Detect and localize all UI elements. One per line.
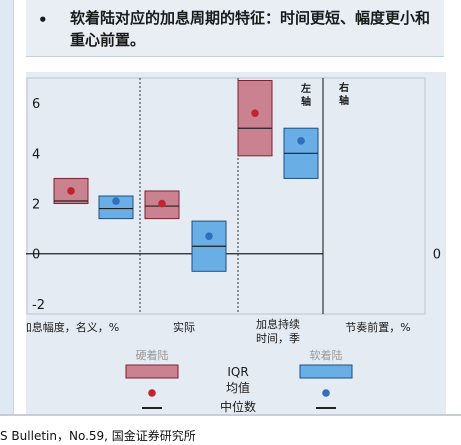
legend-median-label: 中位数 (220, 399, 256, 414)
chart-panel: -20246015304560左轴右轴加息幅度，名义，%实际加息持续时间，季节奏… (26, 72, 446, 415)
soft-mean-point (297, 136, 305, 145)
plot-frame (26, 77, 426, 315)
category-label: 节奏前置，% (345, 320, 410, 334)
source-note: S Bulletin，No.59, 国金证券研究所 (0, 429, 196, 443)
right-axis-note: 轴 (339, 94, 349, 107)
left-margin-strip (0, 0, 14, 415)
soft-mean-point (112, 197, 120, 205)
soft-iqr-box (98, 195, 134, 220)
legend-iqr-label: IQR (227, 365, 248, 379)
right-axis-note: 右 (338, 81, 349, 94)
left-tick-label: 4 (32, 147, 40, 162)
legend-soft-mean-dot (322, 389, 330, 397)
left-tick-label: 0 (32, 248, 40, 263)
left-tick-label: 2 (32, 198, 40, 213)
headline-banner: • 软着陆对应的加息周期的特征：时间更短、幅度更小和重心前置。 (26, 0, 444, 57)
footer-divider (0, 414, 461, 416)
category-label: 加息持续时间，季 (256, 317, 300, 345)
legend-soft-label: 软着陆 (310, 348, 343, 362)
legend-soft-swatch (299, 364, 353, 379)
hard-mean-point (67, 187, 75, 195)
legend-hard-swatch (125, 364, 179, 379)
hard-mean-point (251, 109, 259, 117)
hard-iqr-box (237, 80, 273, 157)
boxplot-chart: -20246015304560左轴右轴加息幅度，名义，%实际加息持续时间，季节奏… (26, 77, 441, 414)
right-tick-label: 0 (433, 248, 441, 263)
hard-mean-point (158, 199, 166, 208)
left-axis-note: 轴 (301, 95, 311, 108)
category-label: 加息幅度，名义，% (26, 320, 119, 334)
left-tick-label: -2 (32, 298, 45, 313)
legend-hard-label: 硬着陆 (136, 348, 169, 362)
category-label: 实际 (173, 320, 195, 334)
legend-hard-mean-dot (148, 389, 156, 397)
left-tick-label: 6 (32, 97, 40, 112)
left-axis-note: 左 (300, 82, 311, 95)
headline-bullet: • (38, 11, 48, 29)
headline-text: 软着陆对应的加息周期的特征：时间更短、幅度更小和重心前置。 (70, 9, 431, 49)
legend-mean-label: 均值 (226, 380, 250, 395)
soft-mean-point (205, 232, 213, 240)
